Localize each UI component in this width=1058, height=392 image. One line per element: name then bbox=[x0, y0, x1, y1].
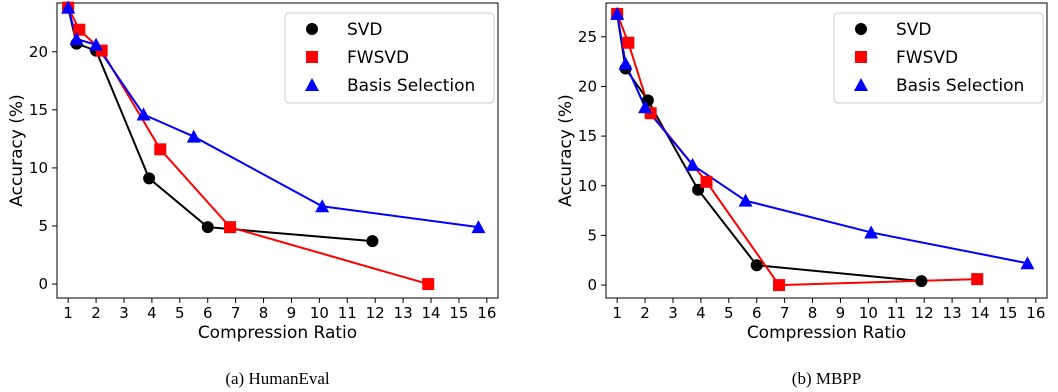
y-tick-label: 15 bbox=[29, 101, 48, 119]
x-tick-label: 15 bbox=[449, 304, 468, 322]
x-axis-label: Compression Ratio bbox=[198, 323, 357, 343]
data-point-basis-selection bbox=[471, 220, 486, 234]
data-point-fwsvd bbox=[622, 36, 635, 49]
subfigure-caption: (a) HumanEval bbox=[225, 369, 330, 388]
legend-label-svd: SVD bbox=[896, 20, 932, 40]
x-tick-label: 2 bbox=[91, 304, 101, 322]
legend-marker-basis-selection bbox=[305, 78, 319, 91]
data-point-basis-selection bbox=[638, 100, 653, 114]
x-tick-label: 7 bbox=[780, 304, 790, 322]
x-tick-label: 4 bbox=[696, 304, 706, 322]
subfigure-caption: (b) MBPP bbox=[792, 369, 861, 388]
x-tick-label: 1 bbox=[612, 304, 622, 322]
data-point-basis-selection bbox=[136, 107, 151, 121]
data-point-fwsvd bbox=[154, 143, 167, 156]
x-tick-label: 9 bbox=[836, 304, 846, 322]
plot-frame bbox=[605, 2, 1048, 299]
x-tick-label: 8 bbox=[808, 304, 818, 322]
y-tick-label: 5 bbox=[587, 226, 597, 244]
x-tick-label: 3 bbox=[668, 304, 678, 322]
legend-label-fwsvd: FWSVD bbox=[347, 48, 409, 68]
data-point-basis-selection bbox=[1020, 256, 1035, 270]
x-tick-label: 4 bbox=[147, 304, 157, 322]
x-tick-label: 7 bbox=[231, 304, 241, 322]
data-point-basis-selection bbox=[618, 56, 633, 70]
data-point-basis-selection bbox=[738, 193, 753, 207]
data-point-basis-selection bbox=[864, 225, 879, 239]
x-tick-label: 11 bbox=[887, 304, 906, 322]
y-tick-label: 10 bbox=[29, 159, 48, 177]
y-tick-label: 5 bbox=[38, 217, 48, 235]
y-tick-label: 0 bbox=[38, 275, 48, 293]
legend-label-basis-selection: Basis Selection bbox=[347, 76, 475, 96]
x-tick-label: 12 bbox=[366, 304, 385, 322]
data-point-basis-selection bbox=[610, 6, 625, 20]
x-tick-label: 1 bbox=[63, 304, 73, 322]
x-tick-label: 13 bbox=[943, 304, 962, 322]
data-point-svd bbox=[201, 221, 214, 234]
y-tick-label: 10 bbox=[578, 177, 597, 195]
x-tick-label: 11 bbox=[338, 304, 357, 322]
x-tick-label: 12 bbox=[915, 304, 934, 322]
x-tick-label: 6 bbox=[752, 304, 762, 322]
data-point-svd bbox=[366, 235, 379, 248]
x-tick-label: 15 bbox=[998, 304, 1017, 322]
data-point-basis-selection bbox=[89, 37, 104, 51]
x-tick-label: 5 bbox=[724, 304, 734, 322]
legend-label-fwsvd: FWSVD bbox=[896, 48, 958, 68]
y-tick-label: 20 bbox=[29, 43, 48, 61]
data-point-svd bbox=[750, 259, 763, 272]
y-tick-label: 15 bbox=[578, 127, 597, 145]
x-tick-label: 2 bbox=[640, 304, 650, 322]
x-tick-label: 10 bbox=[310, 304, 329, 322]
legend-marker-svd bbox=[855, 23, 867, 35]
data-point-svd bbox=[143, 172, 156, 185]
data-point-fwsvd bbox=[971, 273, 984, 286]
data-point-basis-selection bbox=[61, 0, 76, 14]
legend-label-svd: SVD bbox=[347, 20, 383, 40]
data-point-fwsvd bbox=[73, 23, 86, 36]
x-tick-label: 5 bbox=[175, 304, 185, 322]
y-axis-label: Accuracy (%) bbox=[556, 94, 576, 206]
x-tick-label: 13 bbox=[394, 304, 413, 322]
legend-box bbox=[833, 12, 1044, 104]
legend: SVD FWSVD Basis Selection bbox=[284, 12, 495, 104]
chart-panel-1: 1 2 3 4 5 6 7 8 9 10 11 12 13 14 15 1605101520Compressi… bbox=[7, 0, 499, 388]
data-point-fwsvd bbox=[700, 175, 713, 188]
x-tick-label: 14 bbox=[970, 304, 989, 322]
legend-marker-svd bbox=[306, 23, 318, 35]
data-point-basis-selection bbox=[315, 199, 330, 213]
legend-label-basis-selection: Basis Selection bbox=[896, 76, 1024, 96]
x-axis-label: Compression Ratio bbox=[747, 323, 906, 343]
data-point-basis-selection bbox=[69, 32, 84, 46]
plot-frame bbox=[56, 2, 499, 299]
x-tick-label: 3 bbox=[119, 304, 129, 322]
y-axis-label: Accuracy (%) bbox=[7, 94, 27, 206]
x-tick-label: 14 bbox=[421, 304, 440, 322]
legend-marker-basis-selection bbox=[854, 78, 868, 91]
data-point-fwsvd bbox=[773, 279, 786, 292]
data-point-fwsvd bbox=[224, 221, 237, 234]
y-tick-label: 0 bbox=[587, 276, 597, 294]
x-tick-label: 16 bbox=[1026, 304, 1045, 322]
x-tick-label: 16 bbox=[477, 304, 496, 322]
x-tick-label: 6 bbox=[203, 304, 213, 322]
y-tick-label: 25 bbox=[578, 28, 597, 46]
legend-marker-fwsvd bbox=[306, 51, 318, 63]
legend-box bbox=[284, 12, 495, 104]
x-tick-label: 9 bbox=[287, 304, 297, 322]
y-tick-label: 20 bbox=[578, 77, 597, 95]
data-point-basis-selection bbox=[685, 157, 700, 171]
data-point-basis-selection bbox=[186, 129, 201, 143]
data-point-fwsvd bbox=[422, 278, 435, 291]
legend-marker-fwsvd bbox=[855, 51, 867, 63]
x-tick-label: 8 bbox=[259, 304, 269, 322]
chart-panel-2: 1 2 3 4 5 6 7 8 9 10 11 12 13 14 15 160510152025Compres… bbox=[556, 2, 1048, 388]
data-point-svd bbox=[915, 275, 928, 288]
legend: SVD FWSVD Basis Selection bbox=[833, 12, 1044, 104]
x-tick-label: 10 bbox=[859, 304, 878, 322]
